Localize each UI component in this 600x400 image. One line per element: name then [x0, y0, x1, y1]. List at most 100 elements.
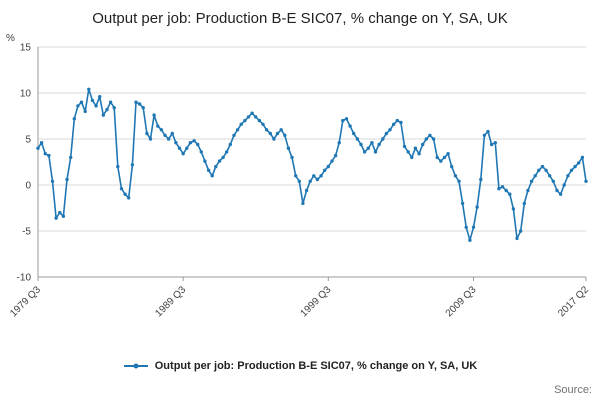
- data-point-marker: [537, 168, 541, 173]
- data-point-marker: [555, 189, 559, 193]
- data-point-marker: [301, 201, 305, 206]
- data-point-marker: [352, 132, 356, 136]
- data-point-marker: [370, 141, 374, 145]
- data-point-marker: [294, 174, 298, 178]
- data-point-marker: [174, 141, 178, 145]
- data-point-marker: [290, 155, 294, 160]
- data-point-marker: [569, 168, 574, 173]
- data-point-marker: [268, 132, 272, 136]
- data-point-marker: [101, 113, 106, 118]
- data-point-marker: [228, 143, 232, 147]
- data-point-marker: [315, 178, 320, 182]
- data-point-marker: [217, 159, 222, 164]
- data-point-marker: [130, 163, 135, 167]
- legend: Output per job: Production B-E SIC07, % …: [0, 360, 600, 372]
- data-point-marker: [435, 155, 439, 160]
- data-point-marker: [475, 205, 479, 210]
- y-tick-label: 10: [20, 89, 32, 100]
- data-point-marker: [246, 115, 251, 119]
- data-point-marker: [239, 122, 243, 127]
- data-point-marker: [522, 201, 526, 206]
- data-point-marker: [417, 152, 421, 156]
- data-point-marker: [112, 106, 116, 110]
- x-tick-label: 1989 Q3: [153, 284, 188, 319]
- data-point-marker: [192, 139, 196, 143]
- data-point-marker: [108, 100, 113, 105]
- data-point-marker: [286, 146, 291, 151]
- data-point-marker: [457, 179, 461, 184]
- data-point-marker: [424, 137, 428, 141]
- data-point-marker: [94, 104, 98, 108]
- y-tick-label: -10: [17, 273, 32, 284]
- data-point-marker: [76, 104, 80, 108]
- data-point-marker: [50, 179, 55, 184]
- data-point-marker: [312, 174, 316, 178]
- data-point-marker: [442, 155, 447, 160]
- data-point-marker: [36, 146, 40, 151]
- x-tick-label: 1979 Q3: [8, 284, 43, 319]
- data-point-marker: [221, 155, 225, 160]
- data-point-marker: [156, 124, 160, 129]
- data-point-marker: [508, 192, 512, 197]
- data-point-marker: [137, 102, 142, 106]
- data-point-marker: [566, 174, 570, 178]
- data-point-marker: [54, 216, 58, 221]
- legend-marker: [133, 363, 139, 369]
- data-point-marker: [446, 152, 450, 156]
- x-tick-label: 2009 Q3: [444, 284, 479, 319]
- data-point-marker: [341, 119, 345, 123]
- data-point-marker: [275, 132, 280, 136]
- data-point-marker: [116, 165, 120, 169]
- data-point-marker: [330, 159, 334, 164]
- y-tick-label: 0: [25, 181, 31, 192]
- data-point-marker: [431, 137, 436, 141]
- data-point-marker: [98, 95, 102, 99]
- data-point-marker: [181, 152, 185, 156]
- data-point-marker: [344, 117, 349, 121]
- data-point-marker: [381, 137, 385, 141]
- chart-title: Output per job: Production B-E SIC07, % …: [92, 10, 508, 27]
- data-point-marker: [43, 152, 47, 156]
- data-point-marker: [439, 159, 443, 164]
- data-point-marker: [544, 168, 548, 173]
- data-point-marker: [384, 132, 389, 136]
- data-point-marker: [468, 238, 472, 243]
- legend-line-icon: [123, 363, 148, 369]
- series-line: [37, 88, 587, 242]
- data-point-marker: [584, 179, 588, 184]
- data-point-marker: [65, 178, 69, 182]
- data-point-marker: [533, 174, 537, 178]
- data-point-marker: [61, 214, 66, 219]
- data-point-marker: [199, 150, 203, 154]
- data-point-marker: [519, 229, 523, 233]
- data-point-marker: [319, 174, 323, 178]
- data-point-marker: [326, 165, 330, 169]
- legend-label: Output per job: Production B-E SIC07, % …: [154, 360, 478, 372]
- data-point-marker: [163, 133, 167, 138]
- data-point-marker: [428, 133, 432, 138]
- data-point-marker: [413, 146, 418, 151]
- data-point-marker: [87, 87, 91, 92]
- data-point-marker: [406, 150, 410, 154]
- data-point-marker: [304, 189, 309, 193]
- data-point-marker: [39, 141, 44, 145]
- data-point-marker: [377, 143, 381, 147]
- data-point-marker: [134, 100, 138, 105]
- data-point-marker: [333, 154, 338, 158]
- data-point-marker: [185, 146, 189, 151]
- data-point-marker: [214, 165, 218, 169]
- data-point-marker: [504, 189, 508, 193]
- data-point-marker: [279, 128, 283, 132]
- data-point-marker: [497, 187, 501, 191]
- chart-svg: 15 10 5 0 -5 -10% 1979 Q3 1989 Q3 1999 Q3 2009 Q3…: [6, 33, 591, 319]
- data-point-marker: [489, 143, 494, 147]
- y-tick-label: 15: [20, 43, 32, 54]
- data-point-marker: [548, 174, 552, 178]
- data-point-marker: [69, 155, 73, 160]
- data-point-marker: [482, 133, 487, 138]
- data-point-marker: [90, 98, 95, 103]
- data-point-marker: [388, 128, 392, 132]
- data-point-marker: [257, 119, 262, 123]
- data-point-marker: [479, 178, 483, 182]
- data-point-marker: [145, 132, 149, 136]
